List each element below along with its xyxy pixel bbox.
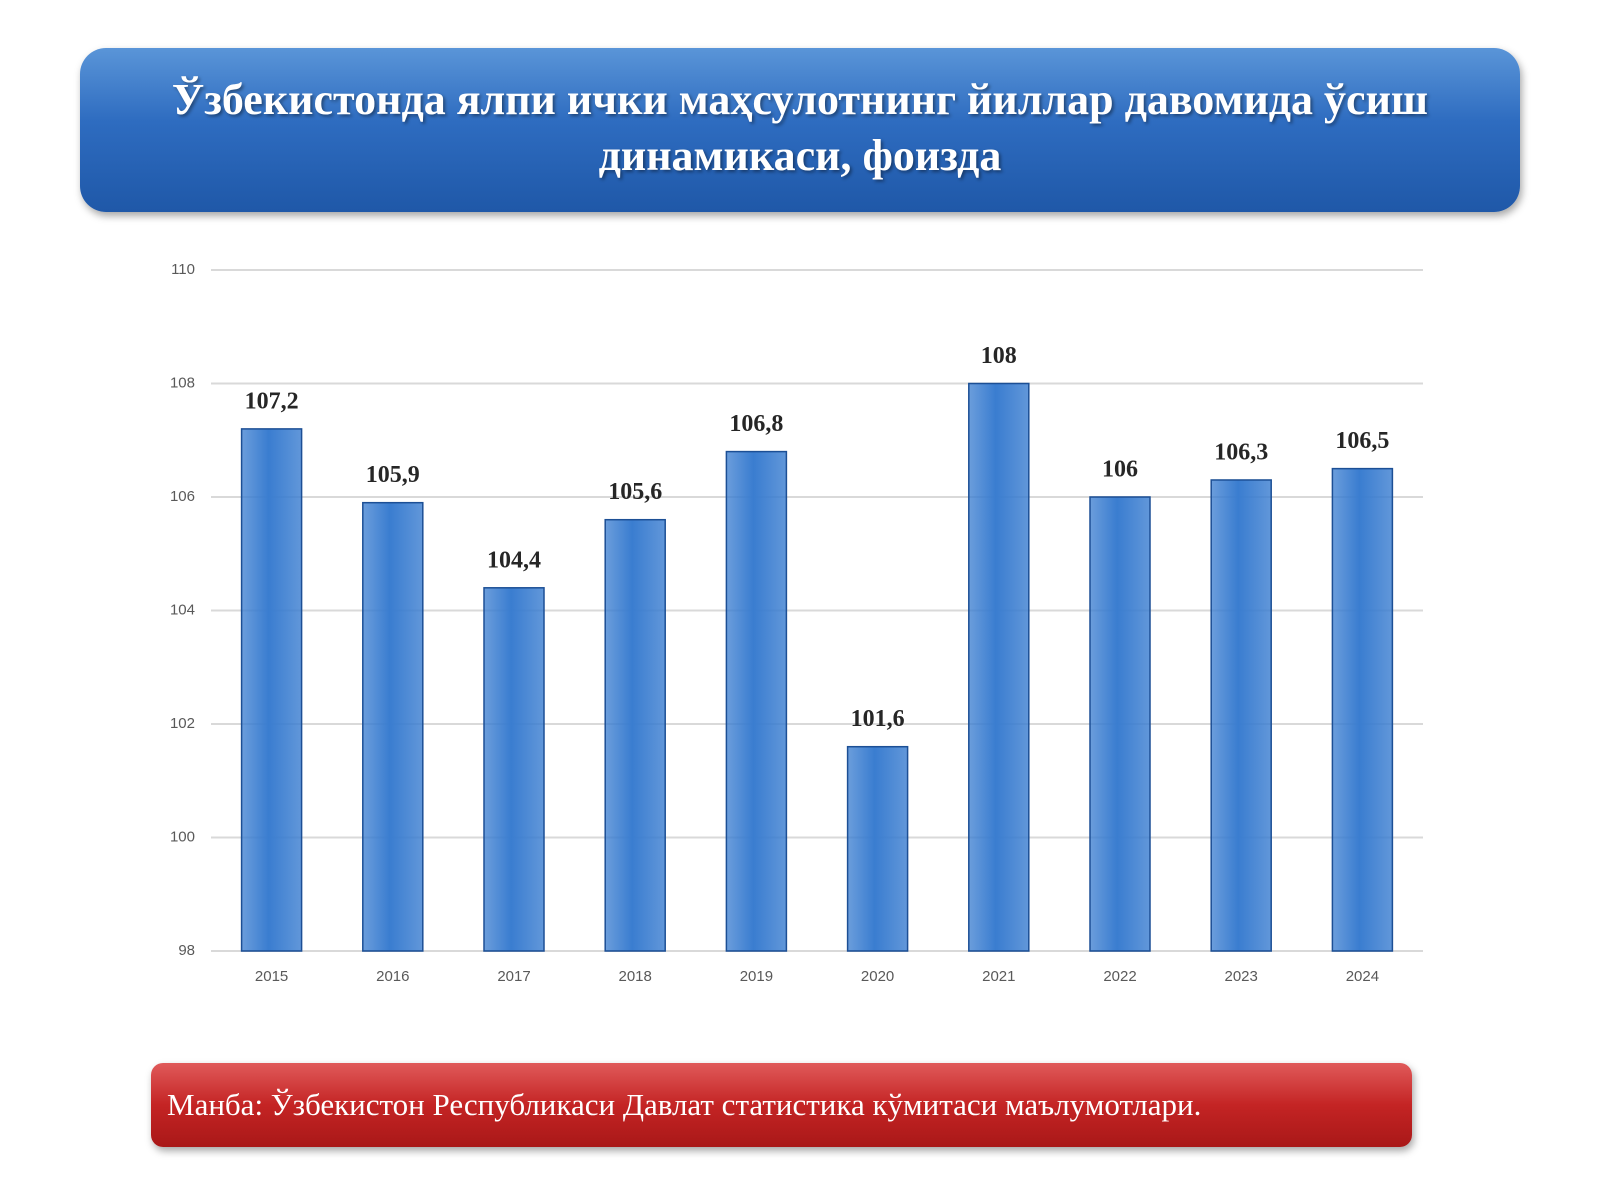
value-label: 101,6 (851, 706, 905, 732)
y-tick-label: 110 (171, 261, 195, 278)
bar (846, 745, 909, 952)
bar (968, 382, 1030, 952)
x-tick-label: 2022 (1103, 968, 1136, 985)
chart-title: Ўзбекистонда ялпи ички маҳсулотнинг йилл… (80, 48, 1520, 212)
bar (1210, 479, 1272, 952)
source-note: Манба: Ўзбекистон Республикаси Давлат ст… (151, 1063, 1412, 1147)
bar (604, 518, 666, 952)
value-label: 106,3 (1214, 439, 1268, 465)
bar (1089, 496, 1151, 952)
x-tick-label: 2019 (740, 968, 773, 985)
value-label: 108 (981, 343, 1017, 369)
x-tick-label: 2018 (619, 968, 652, 985)
y-tick-label: 104 (170, 601, 195, 618)
x-tick-label: 2020 (861, 968, 894, 985)
x-tick-label: 2024 (1346, 968, 1379, 985)
y-tick-label: 106 (170, 488, 195, 505)
bar (1331, 467, 1394, 952)
x-tick-label: 2015 (255, 968, 288, 985)
x-tick-label: 2023 (1225, 968, 1258, 985)
bar (240, 428, 303, 952)
y-tick-label: 108 (170, 374, 195, 391)
value-label: 107,2 (245, 388, 299, 414)
x-tick-label: 2016 (376, 968, 409, 985)
x-tick-label: 2021 (982, 968, 1015, 985)
y-tick-label: 100 (170, 828, 195, 845)
value-label: 105,6 (608, 479, 662, 505)
bar (362, 501, 424, 952)
value-label: 105,9 (366, 462, 420, 488)
value-label: 104,4 (487, 547, 541, 573)
y-tick-label: 98 (178, 942, 195, 959)
bar (483, 587, 545, 952)
x-tick-label: 2017 (497, 968, 530, 985)
chart: 98 100 102 104 106 108 110 2015 107,2 2016 105,9 20… (170, 261, 1423, 985)
value-label: 106,5 (1335, 428, 1389, 454)
bar (725, 450, 788, 952)
value-label: 106,8 (729, 411, 783, 437)
value-label: 106 (1102, 457, 1138, 483)
y-tick-label: 102 (170, 715, 195, 732)
